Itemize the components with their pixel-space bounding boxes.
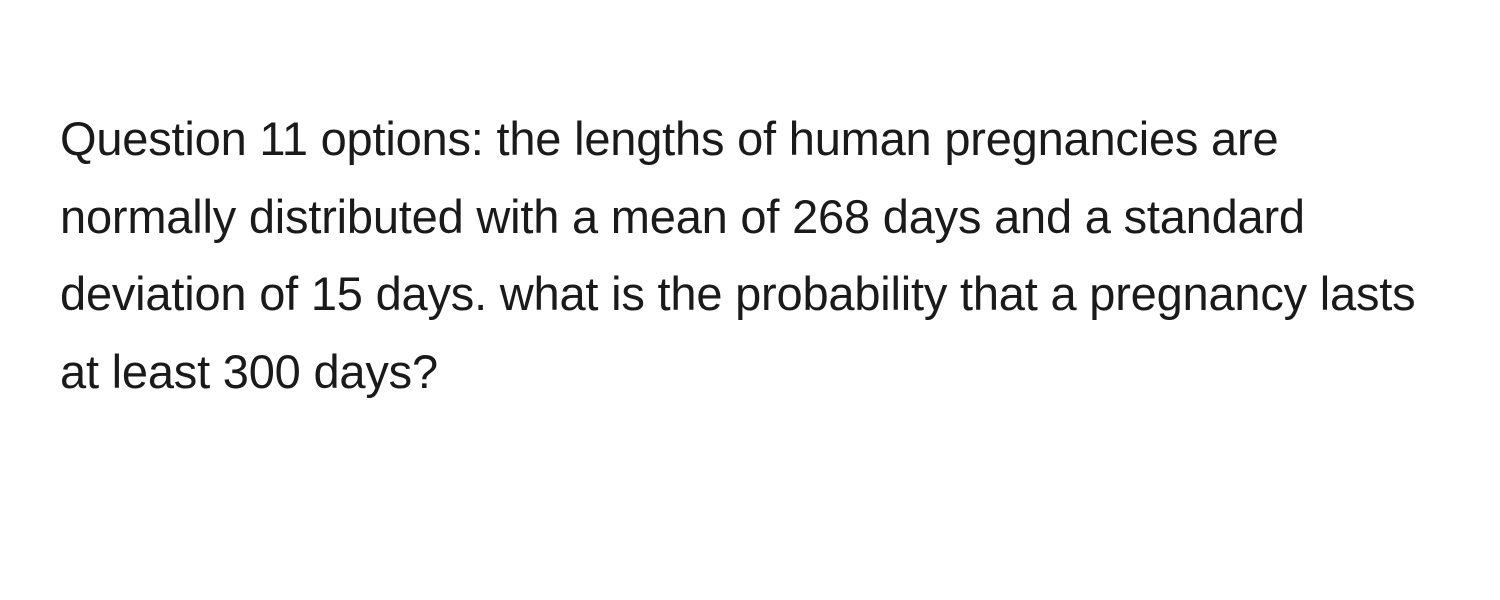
- question-text: Question 11 options: the lengths of huma…: [60, 100, 1440, 410]
